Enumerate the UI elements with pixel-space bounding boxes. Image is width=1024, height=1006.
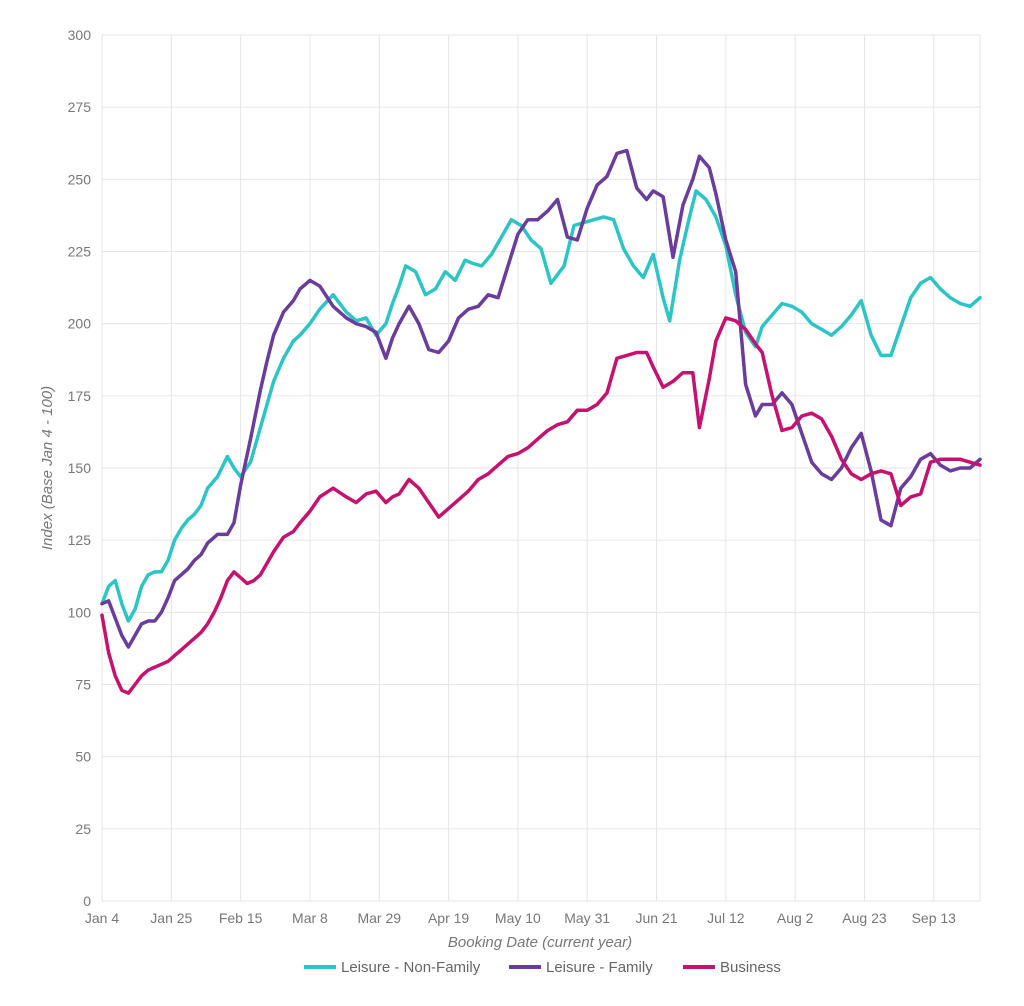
x-tick-label: Sep 13 bbox=[912, 910, 957, 926]
x-tick-label: May 10 bbox=[495, 910, 541, 926]
x-tick-label: Jan 25 bbox=[150, 910, 192, 926]
y-tick-label: 125 bbox=[68, 532, 92, 548]
legend-label: Leisure - Family bbox=[546, 959, 653, 976]
x-axis-ticks: Jan 4 Jan 25 Feb 15 Mar 8 Mar 29 Apr 19 May 10… bbox=[85, 910, 956, 926]
x-tick-label: Jan 4 bbox=[85, 910, 119, 926]
y-tick-label: 250 bbox=[68, 171, 92, 187]
y-tick-label: 175 bbox=[68, 388, 92, 404]
y-tick-label: 100 bbox=[68, 604, 92, 620]
y-axis-ticks: 0 25 50 75 100 125 150 175 200 225 250 275 300 bbox=[68, 27, 92, 909]
x-tick-label: Jul 12 bbox=[707, 910, 745, 926]
legend-label: Business bbox=[720, 959, 781, 976]
series-line-business bbox=[100, 316, 982, 695]
legend: Leisure - Non-Family Leisure - Family Busi… bbox=[304, 959, 781, 976]
grid-lines bbox=[101, 34, 981, 902]
y-tick-label: 75 bbox=[75, 677, 91, 693]
y-tick-label: 25 bbox=[75, 821, 91, 837]
y-tick-label: 50 bbox=[75, 749, 91, 765]
y-tick-label: 275 bbox=[68, 99, 92, 115]
x-tick-label: Mar 8 bbox=[292, 910, 328, 926]
y-tick-label: 300 bbox=[68, 27, 92, 43]
series-lines bbox=[100, 148, 982, 695]
x-tick-label: Mar 29 bbox=[357, 910, 401, 926]
x-tick-label: Feb 15 bbox=[219, 910, 263, 926]
x-tick-label: Apr 19 bbox=[428, 910, 469, 926]
series-line-leisure-non-family bbox=[100, 189, 982, 623]
x-tick-label: Aug 2 bbox=[777, 910, 814, 926]
y-tick-label: 225 bbox=[68, 244, 92, 260]
x-tick-label: May 31 bbox=[564, 910, 610, 926]
y-tick-label: 150 bbox=[68, 460, 92, 476]
x-axis-title: Booking Date (current year) bbox=[448, 934, 632, 951]
legend-label: Leisure - Non-Family bbox=[341, 959, 481, 976]
y-tick-label: 0 bbox=[83, 893, 91, 909]
series-line-leisure-family bbox=[100, 148, 982, 649]
x-tick-label: Jun 21 bbox=[636, 910, 678, 926]
y-tick-label: 200 bbox=[68, 316, 92, 332]
y-axis-title: Index (Base Jan 4 - 100) bbox=[39, 386, 56, 550]
x-tick-label: Aug 23 bbox=[842, 910, 887, 926]
